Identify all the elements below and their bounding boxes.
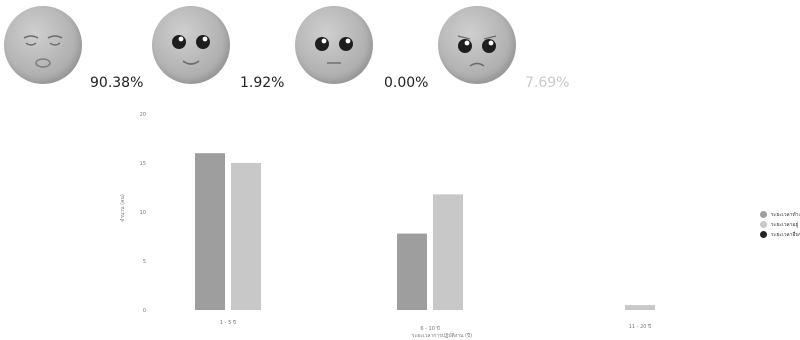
bar — [433, 194, 463, 310]
bar — [195, 153, 225, 310]
bars — [195, 153, 655, 310]
legend-swatch — [760, 231, 767, 238]
x-tick-label: 11 - 20 ปี — [629, 323, 651, 330]
bar — [397, 233, 427, 310]
percent-smiling: 1.92% — [240, 75, 285, 91]
legend-label: ระยะเวลาทำงาน — [771, 211, 800, 218]
face-sad-icon — [438, 6, 516, 84]
bar — [625, 305, 655, 310]
y-tick-label: 15 — [140, 161, 146, 167]
y-tick-label: 5 — [143, 259, 146, 265]
x-axis-ticks: 1 - 5 ปี 6 - 10 ปี 11 - 20 ปี — [220, 319, 651, 332]
y-tick-label: 0 — [143, 308, 146, 314]
percent-neutral: 0.00% — [384, 75, 429, 91]
legend-swatch — [760, 211, 767, 218]
face-neutral-icon — [295, 6, 373, 84]
y-tick-label: 20 — [140, 112, 146, 118]
y-axis-ticks: 0 5 10 15 20 — [140, 112, 146, 314]
x-axis-label: ระยะเวลาการปฏิบัติงาน (ปี) — [412, 332, 472, 339]
bar-chart: 0 5 10 15 20 1 - 5 ปี 6 - 10 ปี 11 - 20 ปี จำน… — [120, 112, 655, 339]
y-axis-label: จำนวน (คน) — [120, 194, 126, 222]
legend-item: ระยะเวลาทำงาน — [760, 210, 800, 219]
percent-sad: 7.69% — [525, 75, 570, 91]
y-tick-label: 10 — [140, 210, 146, 216]
legend-item: ระยะเวลาอยู่ — [760, 220, 800, 229]
face-smiling-icon — [152, 6, 230, 84]
chart-legend: ระยะเวลาทำงาน ระยะเวลาอยู่ ระยะเวลาอื่นๆ — [760, 210, 800, 240]
bar — [231, 163, 261, 310]
x-tick-label: 1 - 5 ปี — [220, 319, 236, 326]
legend-item: ระยะเวลาอื่นๆ — [760, 230, 800, 239]
percent-sleeping: 90.38% — [90, 75, 144, 91]
legend-label: ระยะเวลาอยู่ — [771, 221, 799, 228]
x-tick-label: 6 - 10 ปี — [420, 325, 439, 332]
face-sleeping-icon — [4, 6, 82, 84]
legend-swatch — [760, 221, 767, 228]
legend-label: ระยะเวลาอื่นๆ — [771, 231, 800, 238]
